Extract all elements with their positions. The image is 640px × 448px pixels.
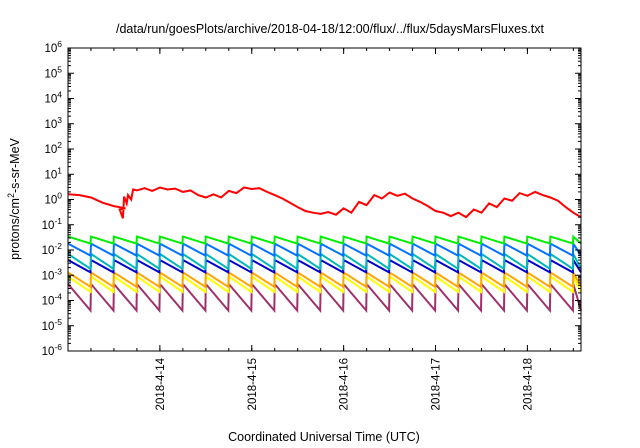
y-tick-label: 10-2 — [42, 241, 63, 257]
y-tick-label: 10-3 — [42, 266, 63, 282]
x-tick-label: 2018-4-14 — [155, 357, 167, 410]
series-line — [67, 281, 582, 314]
x-tick-label: 2018-4-18 — [522, 358, 534, 410]
y-axis: 10-6 10-5 10-4 10-3 10-2 10-1 100 101 102 103 104 1… — [42, 39, 581, 358]
x-tick-label: 2018-4-16 — [339, 358, 351, 410]
series-line — [67, 234, 582, 245]
chart-title: /data/run/goesPlots/archive/2018-04-18/1… — [116, 22, 545, 36]
y-tick-label: 104 — [44, 90, 62, 106]
series-line — [67, 240, 582, 258]
y-tick-label: 10-1 — [42, 216, 63, 232]
x-axis-label: Coordinated Universal Time (UTC) — [228, 430, 420, 444]
y-tick-label: 105 — [44, 64, 62, 80]
y-axis-label-main: protons/cm — [8, 198, 22, 260]
y-tick-label: 100 — [44, 191, 62, 207]
y-axis-label-sup: 2 — [6, 193, 16, 198]
y-tick-label: 10-4 — [42, 292, 63, 308]
y-axis-label-rest: -s-sr-MeV — [8, 137, 22, 193]
plot-area — [67, 47, 582, 352]
x-tick-label: 2018-4-15 — [247, 358, 259, 410]
y-tick-label: 10-6 — [42, 342, 63, 358]
y-tick-label: 106 — [44, 39, 62, 55]
y-tick-label: 101 — [44, 165, 62, 181]
y-tick-label: 103 — [44, 115, 62, 131]
series-line — [67, 252, 582, 271]
series-line — [67, 268, 582, 289]
x-axis: 2018-4-14 2018-4-15 2018-4-16 2018-4-17 2018… — [67, 48, 574, 410]
series-line — [67, 186, 582, 219]
y-axis-label: protons/cm2-s-sr-MeV — [6, 137, 22, 259]
series-layer — [67, 186, 582, 314]
y-tick-label: 102 — [44, 140, 62, 156]
x-tick-label: 2018-4-17 — [431, 358, 443, 410]
y-tick-label: 10-5 — [42, 317, 63, 333]
